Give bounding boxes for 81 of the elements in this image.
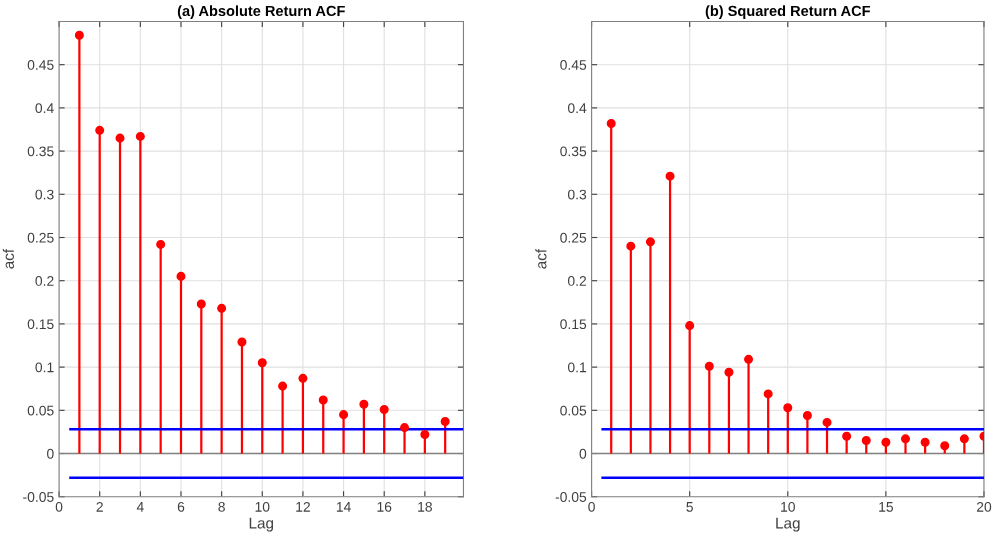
y-tick-label: 0.4 xyxy=(567,103,587,114)
y-tick-label: 0.1 xyxy=(567,362,587,373)
point xyxy=(881,437,891,447)
y-tick-label: -0.05 xyxy=(555,492,587,502)
point xyxy=(685,321,695,331)
point xyxy=(400,423,410,433)
y-tick-label: 0.05 xyxy=(27,405,54,416)
point xyxy=(298,373,308,383)
point xyxy=(959,434,969,444)
point xyxy=(822,417,832,427)
y-tick-label: 0.15 xyxy=(27,319,54,330)
point xyxy=(920,437,930,447)
point xyxy=(783,403,793,413)
point xyxy=(237,337,247,347)
point xyxy=(115,133,125,143)
point xyxy=(217,303,227,313)
x-tick-label: 10 xyxy=(781,501,795,512)
point xyxy=(842,431,852,441)
x-tick-label: 16 xyxy=(377,501,392,512)
point xyxy=(359,399,369,409)
y-tick-label: 0.2 xyxy=(567,276,587,286)
x-tick-label: 14 xyxy=(336,502,351,512)
point xyxy=(763,389,773,399)
x-axis-title: Lag xyxy=(249,517,274,532)
point xyxy=(95,125,105,135)
x-tick-label: 15 xyxy=(879,502,894,512)
chart-title: (a) Absolute Return ACF xyxy=(177,5,345,19)
point xyxy=(135,131,145,141)
x-tick-label: 5 xyxy=(686,502,693,512)
point xyxy=(744,354,754,364)
point xyxy=(74,30,84,40)
y-tick-label: 0.35 xyxy=(560,146,587,157)
y-tick-label: 0.15 xyxy=(560,319,587,330)
y-tick-label: 0.3 xyxy=(567,189,587,200)
x-tick-label: 4 xyxy=(136,502,144,512)
x-tick-label: 18 xyxy=(418,501,432,512)
y-tick-label: 0.25 xyxy=(27,232,54,243)
point xyxy=(665,171,675,181)
point xyxy=(724,367,734,377)
x-tick-label: 12 xyxy=(296,501,310,512)
y-tick-label: 0.4 xyxy=(35,103,54,114)
y-tick-label: 0.1 xyxy=(35,362,54,373)
point xyxy=(318,395,328,405)
y-tick-label: 0.3 xyxy=(35,189,54,200)
x-tick-label: 10 xyxy=(255,501,270,512)
chart-title: (b) Squared Return ACF xyxy=(705,5,871,19)
point xyxy=(861,436,871,446)
point xyxy=(339,410,349,420)
point xyxy=(900,434,911,444)
x-axis-title: Lag xyxy=(776,517,800,532)
point xyxy=(156,239,166,249)
x-tick-label: 20 xyxy=(976,501,992,512)
y-tick-label: 0 xyxy=(579,448,587,459)
y-tick-label: 0.45 xyxy=(560,60,587,70)
y-axis-title: acf xyxy=(535,248,547,269)
point xyxy=(176,271,186,281)
point xyxy=(606,118,616,128)
y-tick-label: 0.35 xyxy=(27,146,54,157)
point xyxy=(645,237,655,247)
y-tick-label: 0.45 xyxy=(27,60,54,70)
y-tick-label: -0.05 xyxy=(23,492,54,502)
point xyxy=(420,429,430,440)
point xyxy=(278,381,288,391)
point xyxy=(802,410,812,421)
point xyxy=(379,404,389,414)
y-tick-label: 0 xyxy=(47,448,54,459)
x-tick-label: 8 xyxy=(218,501,225,512)
x-tick-label: 0 xyxy=(55,501,63,512)
x-tick-label: 6 xyxy=(177,501,185,512)
point xyxy=(626,241,636,251)
x-tick-label: 2 xyxy=(96,501,103,512)
point xyxy=(704,361,714,371)
x-tick-label: 0 xyxy=(588,501,595,512)
y-axis-title: acf xyxy=(2,248,14,269)
point xyxy=(257,358,267,368)
y-tick-label: 0.2 xyxy=(35,276,54,286)
point xyxy=(196,299,206,309)
y-tick-label: 0.25 xyxy=(560,232,587,243)
point xyxy=(940,441,950,451)
point xyxy=(440,417,450,427)
y-tick-label: 0.05 xyxy=(560,405,587,416)
